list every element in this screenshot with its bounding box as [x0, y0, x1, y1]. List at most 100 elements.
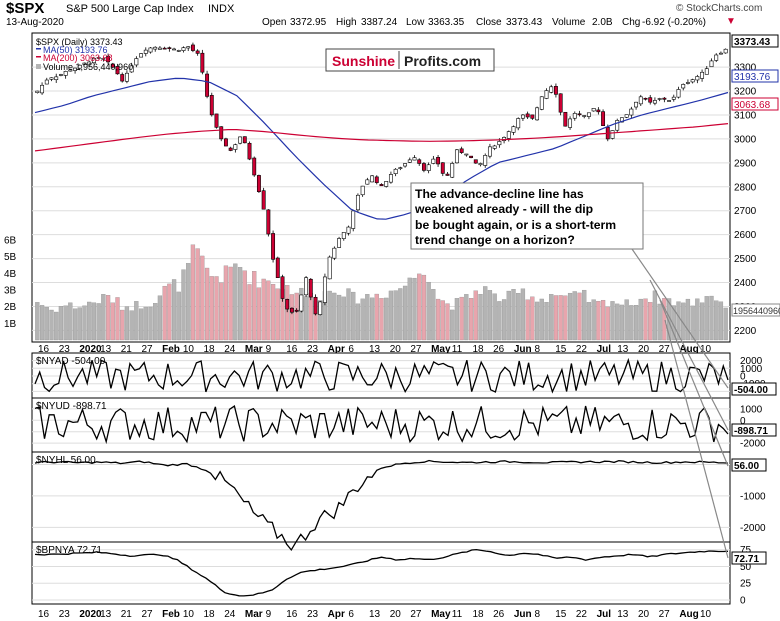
volume-bar	[351, 291, 356, 341]
candle-body	[40, 84, 45, 94]
index-name: S&P 500 Large Cap Index	[66, 3, 194, 15]
logo-text-dark: Profits.com	[404, 53, 481, 69]
x-tick-label: 22	[576, 344, 588, 355]
candle-body	[652, 100, 657, 104]
candle-body	[483, 155, 488, 166]
candle-body	[398, 167, 403, 169]
volume-bar	[511, 289, 516, 341]
candle-body	[238, 136, 243, 144]
x-tick-label: 20	[638, 344, 650, 355]
down-arrow-icon: ▼	[726, 16, 736, 27]
price-candles	[35, 42, 728, 316]
x-tick-label: 20	[390, 609, 402, 620]
volume-bar	[478, 294, 483, 341]
candle-body	[275, 257, 280, 278]
volume-bar	[115, 297, 120, 341]
volume-bar	[676, 301, 681, 341]
candle-body	[58, 74, 63, 76]
x-tick-label: 24	[224, 609, 236, 620]
x-tick-label: 8	[535, 609, 541, 620]
candle-body	[572, 113, 577, 119]
candle-body	[209, 95, 214, 116]
volume-bar	[572, 291, 577, 341]
x-tick-label: 20	[638, 609, 650, 620]
candle-body	[256, 175, 261, 192]
close-badge: 3373.43	[734, 37, 771, 48]
volume-bar	[256, 287, 262, 341]
nyhl-badge: 56.00	[734, 461, 759, 472]
ohlc-high-label: High	[336, 17, 357, 28]
x-tick-label: 16	[286, 344, 298, 355]
indicator-grid	[32, 360, 730, 601]
x-tick-label: Jul	[597, 609, 612, 620]
annotation-line-2: weakened already - will the dip	[414, 202, 593, 216]
candle-body	[671, 96, 676, 100]
volume-bar	[219, 282, 224, 341]
annotation-line-1: The advance-decline line has	[415, 187, 584, 201]
candle-body	[82, 62, 87, 65]
volume-bar	[44, 307, 49, 341]
volume-bar	[440, 300, 445, 341]
volume-bar	[120, 309, 125, 341]
candle-body	[577, 113, 582, 116]
volume-bar	[534, 301, 540, 341]
ohlc-close-value: 3373.43	[506, 17, 543, 28]
volume-bar	[285, 285, 290, 341]
candle-body	[308, 278, 313, 298]
volume-bar	[360, 298, 365, 341]
volume-bar	[549, 294, 554, 341]
date-label: 13-Aug-2020	[6, 17, 64, 28]
candle-body	[638, 96, 643, 105]
indicator-tick-label: 0	[740, 416, 746, 427]
x-tick-label: 16	[38, 609, 50, 620]
volume-bar	[421, 274, 427, 341]
volume-bar	[162, 285, 167, 341]
candle-body	[591, 108, 596, 112]
volume-bar	[681, 302, 686, 341]
candle-body	[718, 52, 723, 55]
bpnya-label: $BPNYA 72.71	[36, 545, 102, 556]
volume-bar	[96, 303, 101, 341]
candle-body	[563, 111, 568, 127]
volume-bar	[247, 284, 252, 341]
volume-bar	[704, 296, 709, 341]
candle-body	[417, 159, 422, 164]
volume-bar	[68, 302, 73, 341]
indicator-tick-label: 50	[740, 562, 752, 573]
volume-bar	[657, 303, 662, 341]
candle-body	[586, 112, 591, 117]
candle-body	[365, 179, 370, 185]
volume-bar	[209, 276, 214, 341]
candle-body	[360, 185, 365, 196]
candle-body	[96, 57, 101, 59]
volume-bar	[638, 298, 643, 341]
indicator-tick-label: 2000	[740, 356, 763, 367]
x-tick-label: Feb	[162, 344, 180, 355]
candle-body	[535, 107, 540, 121]
ohlc-open-label: Open	[262, 17, 287, 28]
price-tick-label: 3200	[734, 87, 757, 98]
volume-bar	[134, 301, 139, 341]
volume-bar	[662, 298, 667, 341]
price-tick-label: 2600	[734, 230, 757, 241]
x-tick-label: Mar	[245, 344, 263, 355]
x-tick-label: 22	[576, 609, 588, 620]
x-tick-label: 10	[183, 609, 195, 620]
candle-body	[351, 210, 356, 229]
candle-body	[469, 155, 474, 158]
ohlc-low-value: 3363.35	[428, 17, 465, 28]
nyad-line	[34, 357, 729, 394]
volume-value: 2.0B	[592, 17, 613, 28]
candle-body	[450, 163, 455, 178]
candle-body	[662, 97, 667, 100]
candle-body	[634, 101, 639, 108]
candle-body	[195, 50, 200, 54]
volume-bar	[402, 285, 408, 341]
x-tick-label: 23	[307, 609, 319, 620]
candle-body	[44, 79, 49, 85]
volume-bar	[567, 292, 573, 341]
x-tick-label: Apr	[328, 344, 345, 355]
candle-body	[115, 66, 120, 75]
ohlc-high-value: 3387.24	[361, 17, 398, 28]
change-value: -6.92 (-0.20%)	[642, 17, 706, 28]
